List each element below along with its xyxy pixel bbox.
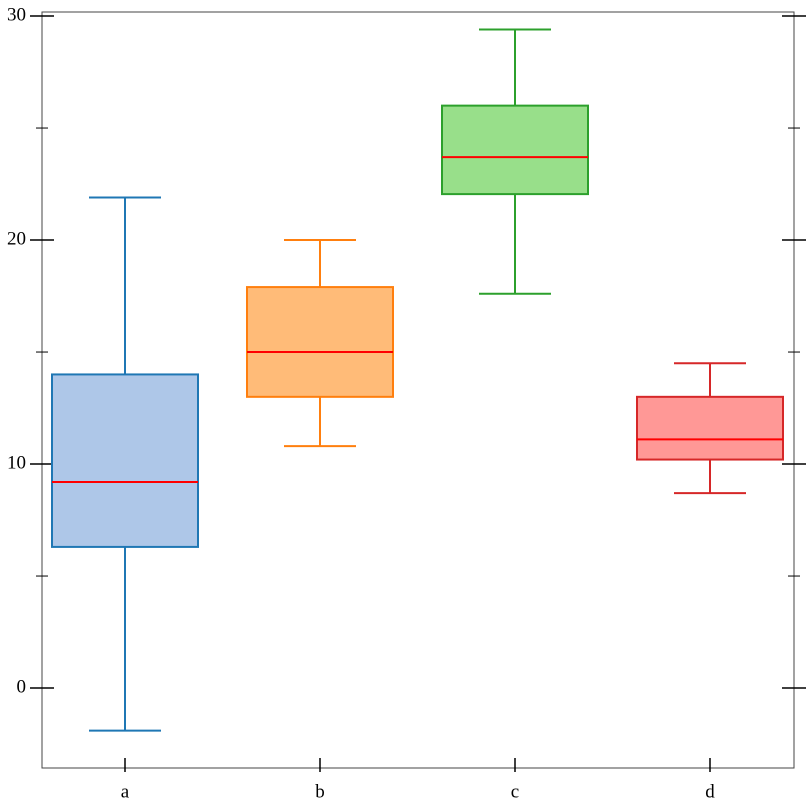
x-tick-label: b: [315, 781, 325, 802]
x-tick-label: a: [121, 781, 130, 802]
box: [51, 373, 199, 548]
y-tick-label: 30: [7, 4, 26, 25]
box: [441, 104, 589, 196]
y-tick-label: 0: [17, 676, 27, 697]
y-tick-label: 10: [7, 452, 26, 473]
box: [246, 286, 394, 398]
plot-frame: [41, 11, 795, 769]
y-tick-label: 20: [7, 228, 26, 249]
x-tick-label: d: [705, 781, 715, 802]
x-tick-label: c: [511, 781, 519, 802]
box: [636, 395, 784, 461]
